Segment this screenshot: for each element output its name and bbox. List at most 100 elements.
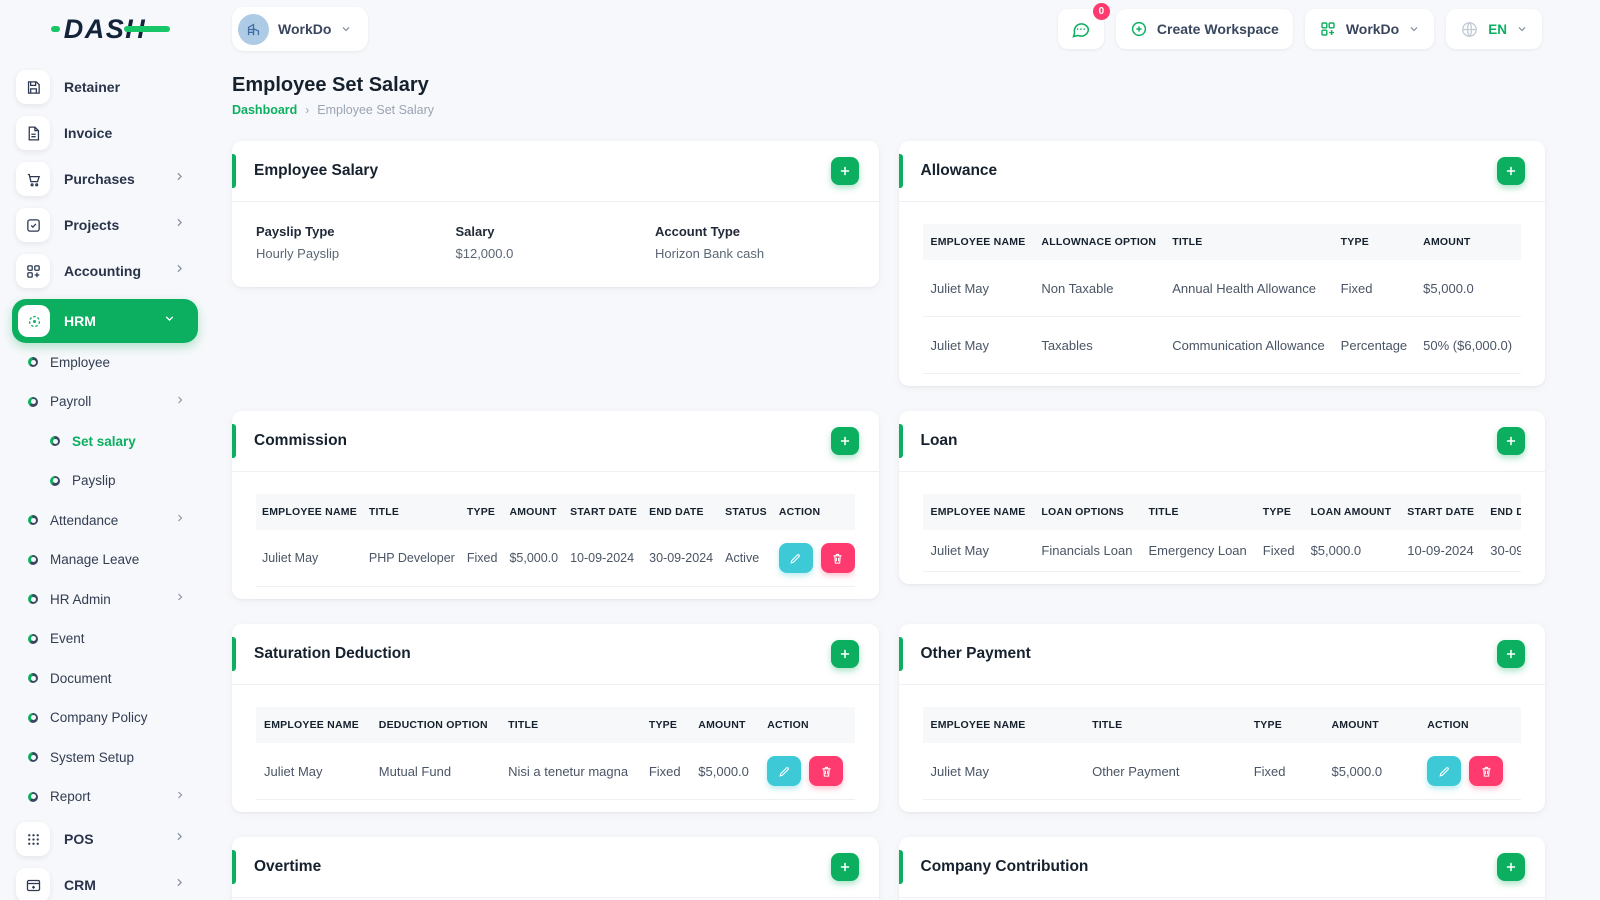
sidebar-item-label: POS xyxy=(64,831,94,847)
column-header: ALLOWNACE OPTION xyxy=(1033,224,1165,260)
accounting-icon xyxy=(16,254,50,288)
app-switcher-button[interactable]: WorkDo xyxy=(1304,9,1435,49)
plus-icon xyxy=(840,649,849,659)
bullet-icon xyxy=(50,436,60,446)
chevron-down-icon xyxy=(1410,27,1418,32)
column-header: TITLE xyxy=(500,707,641,743)
column-header: START DATE xyxy=(564,494,644,530)
workspace-selector[interactable]: WorkDo xyxy=(232,7,369,51)
loan-table: EMPLOYEE NAME LOAN OPTIONS TITLE TYPE LO… xyxy=(922,494,1521,572)
add-saturation-deduction-button[interactable] xyxy=(830,640,859,668)
sidebar-item-pos[interactable]: POS xyxy=(16,821,196,857)
sidebar-item-event[interactable]: Event xyxy=(16,624,196,654)
workspace-name: WorkDo xyxy=(278,21,332,37)
breadcrumb-dashboard-link[interactable]: Dashboard xyxy=(232,103,298,117)
field-value: Horizon Bank cash xyxy=(655,246,765,261)
breadcrumb: Dashboard › Employee Set Salary xyxy=(232,103,1545,117)
app-switcher-label: WorkDo xyxy=(1345,21,1400,37)
cart-icon xyxy=(16,162,50,196)
table-row: Juliet May Non Taxable Annual Health All… xyxy=(922,260,1521,317)
add-company-contribution-button[interactable] xyxy=(1497,853,1525,881)
column-header: START DATE xyxy=(1399,494,1483,530)
main-content: Employee Set Salary Dashboard › Employee… xyxy=(210,58,1600,900)
add-allowance-button[interactable] xyxy=(1497,157,1525,185)
card-title: Loan xyxy=(920,432,958,449)
bullet-icon xyxy=(50,475,60,486)
sidebar-item-invoice[interactable]: Invoice xyxy=(16,115,196,151)
edit-button[interactable] xyxy=(767,756,802,786)
field-label: Salary xyxy=(455,224,495,239)
plus-icon xyxy=(840,166,849,176)
edit-button[interactable] xyxy=(1427,756,1462,786)
sidebar-item-label: Company Policy xyxy=(50,710,148,725)
sidebar-item-label: Payslip xyxy=(72,473,116,488)
topbar: DASH WorkDo 0 Create Workspace xyxy=(0,0,1600,58)
plus-icon xyxy=(840,436,849,446)
sidebar-item-retainer[interactable]: Retainer xyxy=(16,69,196,105)
sidebar-item-payroll[interactable]: Payroll xyxy=(16,387,196,417)
sidebar-item-label: Employee xyxy=(50,354,111,370)
column-header: EMPLOYEE NAME xyxy=(256,707,371,743)
messages-button[interactable]: 0 xyxy=(1057,3,1110,49)
globe-icon xyxy=(1462,21,1478,37)
column-header: ACTION xyxy=(772,494,855,530)
sidebar-item-hrm[interactable]: HRM xyxy=(12,299,198,343)
table-row: Juliet May Taxables Communication Allowa… xyxy=(922,316,1521,374)
save-icon xyxy=(16,70,50,104)
sidebar-item-label: Purchases xyxy=(64,171,135,187)
add-commission-button[interactable] xyxy=(830,427,859,455)
create-workspace-button[interactable]: Create Workspace xyxy=(1115,9,1293,49)
delete-button[interactable] xyxy=(809,756,844,786)
add-loan-button[interactable] xyxy=(1497,427,1525,455)
page-title: Employee Set Salary xyxy=(232,74,429,96)
sidebar-item-crm[interactable]: CRM xyxy=(16,867,196,900)
plus-icon xyxy=(1506,649,1516,659)
chevron-right-icon xyxy=(178,791,183,798)
column-header: END DATE xyxy=(643,494,720,530)
column-header: TYPE xyxy=(1254,494,1303,530)
sidebar-item-employee[interactable]: Employee xyxy=(16,347,196,377)
column-header: EMPLOYEE NAME xyxy=(256,494,363,530)
sidebar-item-accounting[interactable]: Accounting xyxy=(16,253,196,289)
sidebar-item-company-policy[interactable]: Company Policy xyxy=(16,703,196,733)
sidebar-item-hr-admin[interactable]: HR Admin xyxy=(16,584,196,614)
column-header: ACTION xyxy=(1520,224,1521,260)
sidebar-item-attendance[interactable]: Attendance xyxy=(16,505,196,535)
allowance-table: EMPLOYEE NAME ALLOWNACE OPTION TITLE TYP… xyxy=(922,224,1521,374)
add-employee-salary-button[interactable] xyxy=(830,157,859,185)
brand-logo[interactable]: DASH xyxy=(50,14,170,45)
trash-icon xyxy=(1482,766,1491,777)
chevron-right-icon xyxy=(177,878,183,887)
sidebar-item-payslip[interactable]: Payslip xyxy=(16,466,196,496)
chevron-down-icon xyxy=(165,316,174,322)
sidebar-item-label: HRM xyxy=(64,313,96,329)
chevron-right-icon xyxy=(177,264,183,273)
sidebar-item-document[interactable]: Document xyxy=(16,663,196,693)
add-overtime-button[interactable] xyxy=(830,853,859,881)
sidebar-item-label: System Setup xyxy=(50,749,135,765)
other-payment-card: Other Payment EMPLOYEE NAME TITLE TYPE A… xyxy=(898,624,1545,812)
delete-button[interactable] xyxy=(820,543,855,573)
chevron-right-icon xyxy=(177,832,183,841)
account-type-field: Account Type Horizon Bank cash xyxy=(655,224,855,261)
sidebar-item-purchases[interactable]: Purchases xyxy=(16,161,196,197)
sidebar-item-set-salary[interactable]: Set salary xyxy=(16,426,196,456)
sidebar-item-manage-leave[interactable]: Manage Leave xyxy=(16,545,196,575)
sidebar-item-label: Attendance xyxy=(50,512,119,528)
sidebar-item-projects[interactable]: Projects xyxy=(16,207,196,243)
workspace-avatar xyxy=(238,13,269,45)
sidebar-item-report[interactable]: Report xyxy=(16,782,196,812)
column-header: AMOUNT xyxy=(1415,224,1521,260)
commission-table: EMPLOYEE NAME TITLE TYPE AMOUNT START DA… xyxy=(256,494,855,587)
language-selector[interactable]: EN xyxy=(1446,9,1542,49)
sidebar-item-label: Event xyxy=(50,631,85,646)
add-other-payment-button[interactable] xyxy=(1497,640,1525,668)
delete-button[interactable] xyxy=(1469,756,1504,786)
field-label: Account Type xyxy=(655,224,740,239)
sidebar-item-system-setup[interactable]: System Setup xyxy=(16,742,196,772)
commission-card: Commission EMPLOYEE NAME TITLE TYPE AMOU… xyxy=(232,411,879,599)
plus-icon xyxy=(1506,436,1516,446)
edit-button[interactable] xyxy=(778,543,813,573)
column-header: TYPE xyxy=(460,494,504,530)
bullet-icon xyxy=(28,791,38,802)
